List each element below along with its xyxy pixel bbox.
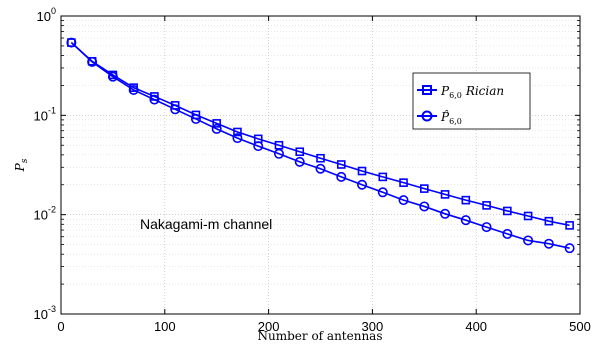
data-point-square	[482, 201, 491, 210]
data-point-circle	[336, 171, 347, 182]
legend-marker-square	[422, 85, 432, 95]
legend-entry-1: P6,0 Rician	[440, 84, 504, 100]
data-point-circle	[170, 104, 181, 115]
data-point-circle	[398, 195, 409, 206]
data-point-square	[565, 221, 574, 230]
data-point-circle	[315, 163, 326, 174]
series-layer	[66, 37, 575, 254]
legend-entry-1-sub: 6,0	[449, 91, 462, 100]
data-point-circle	[357, 179, 368, 190]
data-point-square	[544, 216, 554, 226]
data-point-circle	[66, 37, 77, 48]
x-tick-label: 200	[258, 319, 280, 334]
y-axis-label: Ps	[13, 158, 30, 172]
series-line-2	[70, 41, 570, 249]
data-point-circle	[543, 238, 554, 249]
data-point-circle	[107, 71, 118, 82]
x-tick-label: 300	[362, 319, 384, 334]
y-tick-label-base: 10	[37, 9, 51, 24]
data-point-circle	[564, 243, 575, 254]
data-point-square	[440, 190, 450, 199]
legend-entry-2-sub: 6,0	[449, 117, 462, 126]
y-tick-label-exp: 0	[51, 6, 56, 16]
data-point-square	[357, 166, 367, 176]
x-axis-label: Number of antennas	[258, 329, 383, 343]
data-point-circle	[481, 222, 492, 233]
data-point-circle	[294, 156, 305, 167]
legend-entry-1-name: P	[440, 84, 450, 98]
series-line-1	[70, 41, 570, 227]
data-point-circle	[523, 235, 534, 246]
data-point-square	[378, 172, 388, 182]
data-point-square	[419, 184, 429, 193]
data-point-circle	[190, 113, 201, 124]
x-tick-label: 500	[569, 319, 591, 334]
data-point-circle	[211, 123, 222, 134]
data-point-circle	[460, 215, 471, 226]
data-point-circle	[419, 201, 430, 212]
data-point-circle	[232, 133, 243, 144]
data-point-square	[274, 140, 284, 150]
data-point-square	[336, 160, 346, 169]
data-point-circle	[273, 148, 284, 159]
y-tick-label: 10-2	[34, 205, 56, 223]
annotation: Nakagami-m channel	[140, 216, 272, 232]
data-point-square	[399, 178, 408, 187]
y-tick-label-exp: -1	[48, 105, 56, 115]
y-tick-label-exp: -3	[48, 304, 56, 314]
data-point-square	[295, 147, 305, 157]
y-tick-label: 100	[37, 6, 56, 24]
y-tick-label-base: 10	[34, 108, 48, 123]
legend-marker-circle	[421, 110, 433, 122]
y-axis-label-sub: s	[20, 158, 30, 163]
data-point-circle	[87, 56, 98, 67]
data-point-square	[461, 195, 471, 205]
plot-frame	[60, 15, 581, 315]
legend: P6,0 Rician P̂6,0	[412, 72, 531, 130]
data-point-circle	[149, 94, 160, 105]
y-axis-label-main: P	[13, 162, 27, 172]
y-tick-label-base: 10	[34, 208, 48, 223]
data-point-square	[523, 211, 533, 221]
legend-entry-2: P̂6,0	[440, 109, 462, 126]
legend-entry-1-suffix: Rician	[465, 84, 504, 98]
legend-box	[412, 72, 531, 130]
y-tick-label: 10-1	[34, 105, 56, 123]
y-tick-label-base: 10	[34, 307, 48, 322]
x-tick-label: 400	[465, 319, 487, 334]
x-tick-label: 0	[57, 319, 64, 334]
data-point-circle	[253, 141, 264, 152]
data-point-circle	[502, 228, 513, 239]
data-point-circle	[377, 187, 388, 198]
data-point-circle	[440, 208, 451, 219]
y-tick-label-exp: -2	[48, 205, 56, 215]
y-tick-label: 10-3	[34, 304, 56, 322]
data-point-square	[316, 153, 325, 163]
data-point-circle	[128, 84, 139, 95]
x-tick-label: 100	[154, 319, 176, 334]
data-point-square	[503, 206, 512, 216]
data-point-square	[212, 119, 221, 128]
data-point-square	[233, 127, 242, 137]
legend-entry-2-name: P̂	[440, 109, 450, 124]
